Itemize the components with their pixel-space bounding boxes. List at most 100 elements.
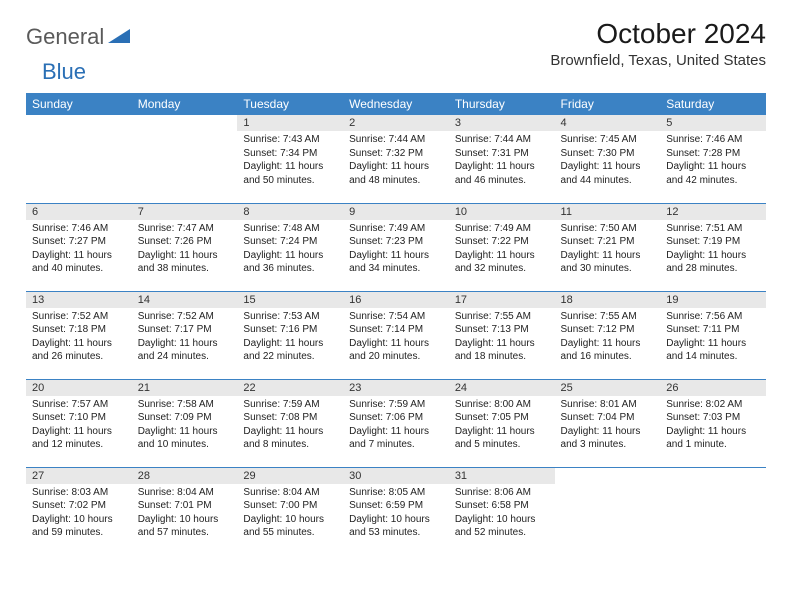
sunset-text: Sunset: 7:08 PM <box>243 411 337 425</box>
day-header: Thursday <box>449 93 555 115</box>
day-details: Sunrise: 7:58 AMSunset: 7:09 PMDaylight:… <box>132 396 238 456</box>
day-details: Sunrise: 7:53 AMSunset: 7:16 PMDaylight:… <box>237 308 343 368</box>
day-details: Sunrise: 8:01 AMSunset: 7:04 PMDaylight:… <box>555 396 661 456</box>
day-details: Sunrise: 7:50 AMSunset: 7:21 PMDaylight:… <box>555 220 661 280</box>
sunset-text: Sunset: 7:21 PM <box>561 235 655 249</box>
sunset-text: Sunset: 7:27 PM <box>32 235 126 249</box>
day-number: 24 <box>449 380 555 396</box>
day-details: Sunrise: 7:45 AMSunset: 7:30 PMDaylight:… <box>555 131 661 191</box>
day-details: Sunrise: 7:59 AMSunset: 7:08 PMDaylight:… <box>237 396 343 456</box>
day-number: 3 <box>449 115 555 131</box>
day-details: Sunrise: 8:06 AMSunset: 6:58 PMDaylight:… <box>449 484 555 544</box>
day-number: 27 <box>26 468 132 484</box>
daylight-text: Daylight: 11 hours and 26 minutes. <box>32 337 126 364</box>
day-number: 2 <box>343 115 449 131</box>
logo-word2: Blue <box>42 59 86 84</box>
daylight-text: Daylight: 11 hours and 3 minutes. <box>561 425 655 452</box>
calendar-day-cell: 19Sunrise: 7:56 AMSunset: 7:11 PMDayligh… <box>660 291 766 379</box>
calendar-day-cell: 25Sunrise: 8:01 AMSunset: 7:04 PMDayligh… <box>555 379 661 467</box>
sunrise-text: Sunrise: 7:57 AM <box>32 398 126 412</box>
calendar-day-cell: 18Sunrise: 7:55 AMSunset: 7:12 PMDayligh… <box>555 291 661 379</box>
day-number: 8 <box>237 204 343 220</box>
day-details: Sunrise: 7:55 AMSunset: 7:12 PMDaylight:… <box>555 308 661 368</box>
day-number: 25 <box>555 380 661 396</box>
sunset-text: Sunset: 7:09 PM <box>138 411 232 425</box>
sunset-text: Sunset: 7:32 PM <box>349 147 443 161</box>
day-number: 11 <box>555 204 661 220</box>
sunset-text: Sunset: 7:28 PM <box>666 147 760 161</box>
sunrise-text: Sunrise: 7:51 AM <box>666 222 760 236</box>
sunset-text: Sunset: 6:58 PM <box>455 499 549 513</box>
calendar-day-cell <box>555 467 661 555</box>
sunrise-text: Sunrise: 7:47 AM <box>138 222 232 236</box>
calendar-day-cell: 4Sunrise: 7:45 AMSunset: 7:30 PMDaylight… <box>555 115 661 203</box>
day-details: Sunrise: 7:56 AMSunset: 7:11 PMDaylight:… <box>660 308 766 368</box>
daylight-text: Daylight: 11 hours and 12 minutes. <box>32 425 126 452</box>
calendar-day-cell: 3Sunrise: 7:44 AMSunset: 7:31 PMDaylight… <box>449 115 555 203</box>
sunset-text: Sunset: 7:12 PM <box>561 323 655 337</box>
sunset-text: Sunset: 7:23 PM <box>349 235 443 249</box>
day-details: Sunrise: 7:52 AMSunset: 7:17 PMDaylight:… <box>132 308 238 368</box>
day-number: 14 <box>132 292 238 308</box>
sunrise-text: Sunrise: 8:05 AM <box>349 486 443 500</box>
sunrise-text: Sunrise: 7:55 AM <box>561 310 655 324</box>
day-details: Sunrise: 7:57 AMSunset: 7:10 PMDaylight:… <box>26 396 132 456</box>
sunrise-text: Sunrise: 8:04 AM <box>243 486 337 500</box>
sunrise-text: Sunrise: 7:46 AM <box>666 133 760 147</box>
daylight-text: Daylight: 11 hours and 42 minutes. <box>666 160 760 187</box>
calendar-day-cell: 10Sunrise: 7:49 AMSunset: 7:22 PMDayligh… <box>449 203 555 291</box>
day-details: Sunrise: 7:44 AMSunset: 7:31 PMDaylight:… <box>449 131 555 191</box>
daylight-text: Daylight: 10 hours and 55 minutes. <box>243 513 337 540</box>
calendar-day-cell: 17Sunrise: 7:55 AMSunset: 7:13 PMDayligh… <box>449 291 555 379</box>
daylight-text: Daylight: 11 hours and 18 minutes. <box>455 337 549 364</box>
day-number: 12 <box>660 204 766 220</box>
day-number: 18 <box>555 292 661 308</box>
sunrise-text: Sunrise: 8:02 AM <box>666 398 760 412</box>
sunrise-text: Sunrise: 7:56 AM <box>666 310 760 324</box>
sunset-text: Sunset: 7:04 PM <box>561 411 655 425</box>
day-header: Sunday <box>26 93 132 115</box>
daylight-text: Daylight: 11 hours and 32 minutes. <box>455 249 549 276</box>
sunrise-text: Sunrise: 7:49 AM <box>455 222 549 236</box>
calendar-day-cell: 22Sunrise: 7:59 AMSunset: 7:08 PMDayligh… <box>237 379 343 467</box>
calendar-day-cell: 2Sunrise: 7:44 AMSunset: 7:32 PMDaylight… <box>343 115 449 203</box>
calendar-table: Sunday Monday Tuesday Wednesday Thursday… <box>26 93 766 555</box>
sunset-text: Sunset: 7:05 PM <box>455 411 549 425</box>
day-number: 31 <box>449 468 555 484</box>
calendar-day-cell: 6Sunrise: 7:46 AMSunset: 7:27 PMDaylight… <box>26 203 132 291</box>
sunrise-text: Sunrise: 7:44 AM <box>455 133 549 147</box>
calendar-day-cell: 15Sunrise: 7:53 AMSunset: 7:16 PMDayligh… <box>237 291 343 379</box>
sunrise-text: Sunrise: 7:46 AM <box>32 222 126 236</box>
day-details: Sunrise: 7:49 AMSunset: 7:23 PMDaylight:… <box>343 220 449 280</box>
calendar-day-cell <box>26 115 132 203</box>
calendar-day-cell <box>660 467 766 555</box>
day-number: 10 <box>449 204 555 220</box>
day-number: 13 <box>26 292 132 308</box>
sunrise-text: Sunrise: 7:52 AM <box>138 310 232 324</box>
sunset-text: Sunset: 7:31 PM <box>455 147 549 161</box>
day-details: Sunrise: 8:05 AMSunset: 6:59 PMDaylight:… <box>343 484 449 544</box>
daylight-text: Daylight: 10 hours and 52 minutes. <box>455 513 549 540</box>
day-header: Saturday <box>660 93 766 115</box>
daylight-text: Daylight: 11 hours and 40 minutes. <box>32 249 126 276</box>
sunrise-text: Sunrise: 7:45 AM <box>561 133 655 147</box>
day-number: 26 <box>660 380 766 396</box>
sunset-text: Sunset: 6:59 PM <box>349 499 443 513</box>
day-details: Sunrise: 7:48 AMSunset: 7:24 PMDaylight:… <box>237 220 343 280</box>
day-details: Sunrise: 7:44 AMSunset: 7:32 PMDaylight:… <box>343 131 449 191</box>
calendar-day-cell: 30Sunrise: 8:05 AMSunset: 6:59 PMDayligh… <box>343 467 449 555</box>
sunset-text: Sunset: 7:11 PM <box>666 323 760 337</box>
day-number: 23 <box>343 380 449 396</box>
day-number: 28 <box>132 468 238 484</box>
calendar-day-cell: 23Sunrise: 7:59 AMSunset: 7:06 PMDayligh… <box>343 379 449 467</box>
day-number: 22 <box>237 380 343 396</box>
day-details: Sunrise: 7:52 AMSunset: 7:18 PMDaylight:… <box>26 308 132 368</box>
sunrise-text: Sunrise: 7:58 AM <box>138 398 232 412</box>
sunset-text: Sunset: 7:13 PM <box>455 323 549 337</box>
daylight-text: Daylight: 11 hours and 24 minutes. <box>138 337 232 364</box>
sunrise-text: Sunrise: 7:54 AM <box>349 310 443 324</box>
day-details: Sunrise: 8:02 AMSunset: 7:03 PMDaylight:… <box>660 396 766 456</box>
daylight-text: Daylight: 11 hours and 1 minute. <box>666 425 760 452</box>
day-number: 7 <box>132 204 238 220</box>
daylight-text: Daylight: 10 hours and 59 minutes. <box>32 513 126 540</box>
